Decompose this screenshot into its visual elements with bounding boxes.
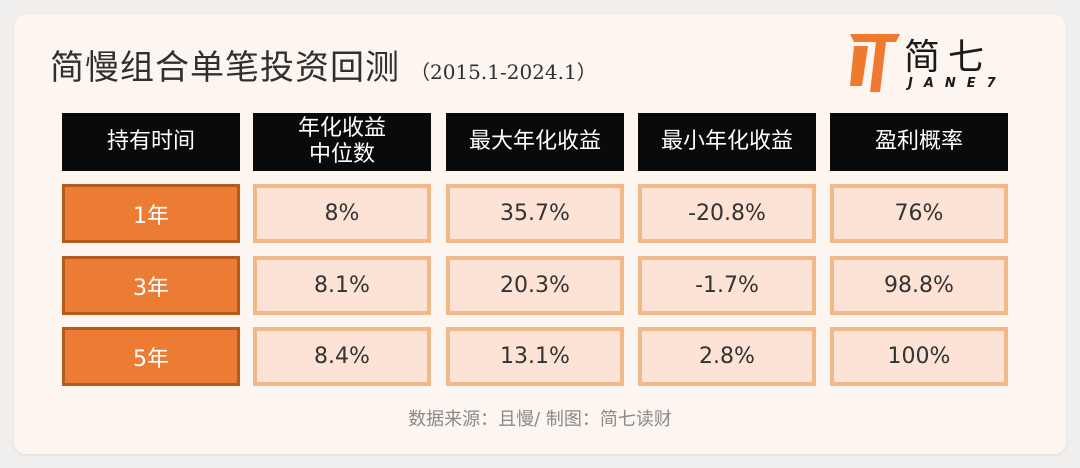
cell-max-annual-return: 20.3% [446,256,624,315]
cell-max-annual-return: 35.7% [446,184,624,243]
cell-median-annual-return: 8% [253,184,431,243]
jane7-logo: 简七 JANE7 [848,28,1008,98]
header-line: 中位数 [308,142,375,167]
header-median-annual-return: 年化收益 中位数 [253,113,431,171]
header-min-annual-return: 最小年化收益 [638,113,816,171]
cell-median-annual-return: 8.4% [253,327,431,386]
header-line: 最大年化收益 [468,129,601,154]
chart-title: 简慢组合单笔投资回测 （2015.1-2024.1） [50,40,597,89]
row-label-1: 1年 [62,184,240,243]
cell-max-annual-return: 13.1% [446,327,624,386]
header-max-annual-return: 最大年化收益 [446,113,624,171]
cell-win-rate: 98.8% [830,256,1008,315]
cell-win-rate: 100% [830,327,1008,386]
header-line: 年化收益 [297,116,386,141]
row-label-3: 5年 [62,327,240,386]
header-label: 年化收益 中位数 [298,116,386,168]
cell-min-annual-return: -20.8% [638,184,816,243]
header-label: 持有时间 [107,129,195,155]
header-label: 最小年化收益 [661,129,793,155]
header-holding-period: 持有时间 [62,113,240,171]
header-label: 最大年化收益 [469,129,601,155]
header-label: 盈利概率 [875,129,963,155]
logo-text-en: JANE7 [908,76,1007,91]
cell-win-rate: 76% [830,184,1008,243]
title-date-range: （2015.1-2024.1） [410,60,597,84]
header-line: 持有时间 [106,129,195,154]
source-note: 数据来源：且慢/ 制图：简七读财 [408,409,672,430]
logo-text-cn: 简七 [904,37,993,78]
cell-median-annual-return: 8.1% [253,256,431,315]
cell-min-annual-return: -1.7% [638,256,816,315]
title-main: 简慢组合单笔投资回测 [50,48,400,88]
header-win-rate: 盈利概率 [830,113,1008,171]
header-line: 最小年化收益 [660,129,793,154]
logo-mark-icon [850,34,900,92]
cell-min-annual-return: 2.8% [638,327,816,386]
header-line: 盈利概率 [874,129,963,154]
row-label-2: 3年 [62,256,240,315]
